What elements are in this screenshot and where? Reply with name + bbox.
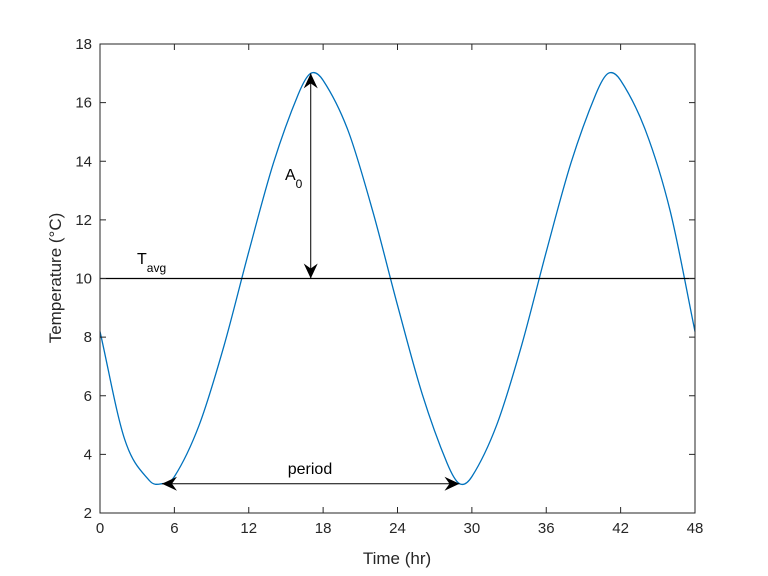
- y-axis-label: Temperature (°C): [46, 213, 65, 344]
- amplitude-arrow-head-top: [303, 73, 318, 89]
- period-label: period: [288, 461, 332, 478]
- amplitude-arrow-head-bottom: [303, 263, 318, 279]
- y-tick-label: 6: [84, 388, 92, 405]
- x-tick-label: 36: [538, 520, 555, 537]
- y-tick-label: 16: [75, 95, 92, 112]
- x-tick-label: 24: [389, 520, 406, 537]
- x-ticks: 0 6 12 18 24 30 36 42 48: [96, 44, 704, 537]
- y-ticks: 2 4 6 8 10 12 14 16 18: [75, 36, 695, 522]
- tavg-label-sub: avg: [147, 261, 166, 275]
- y-tick-label: 4: [84, 446, 92, 463]
- y-tick-label: 10: [75, 271, 92, 288]
- y-tick-label: 8: [84, 329, 92, 346]
- x-tick-label: 18: [315, 520, 332, 537]
- x-tick-label: 42: [612, 520, 629, 537]
- y-tick-label: 2: [84, 505, 92, 522]
- amplitude-label-sub: 0: [296, 177, 303, 191]
- y-tick-label: 14: [75, 153, 92, 170]
- y-tick-label: 12: [75, 212, 92, 229]
- period-arrow-head-right: [444, 476, 460, 491]
- x-tick-label: 6: [170, 520, 178, 537]
- period-arrow-head-left: [161, 476, 177, 491]
- x-tick-label: 48: [687, 520, 704, 537]
- x-tick-label: 12: [240, 520, 257, 537]
- series-layer: [99, 71, 696, 486]
- amplitude-label-main: A: [285, 167, 296, 184]
- tavg-label: Tavg: [137, 251, 166, 275]
- y-tick-label: 18: [75, 36, 92, 53]
- x-tick-label: 0: [96, 520, 104, 537]
- series-line-0: [99, 71, 696, 486]
- x-axis-label: Time (hr): [363, 549, 431, 568]
- tavg-label-main: T: [137, 251, 147, 268]
- amplitude-label: A0: [285, 167, 303, 191]
- x-tick-label: 30: [464, 520, 481, 537]
- annotation-layer: [161, 73, 460, 491]
